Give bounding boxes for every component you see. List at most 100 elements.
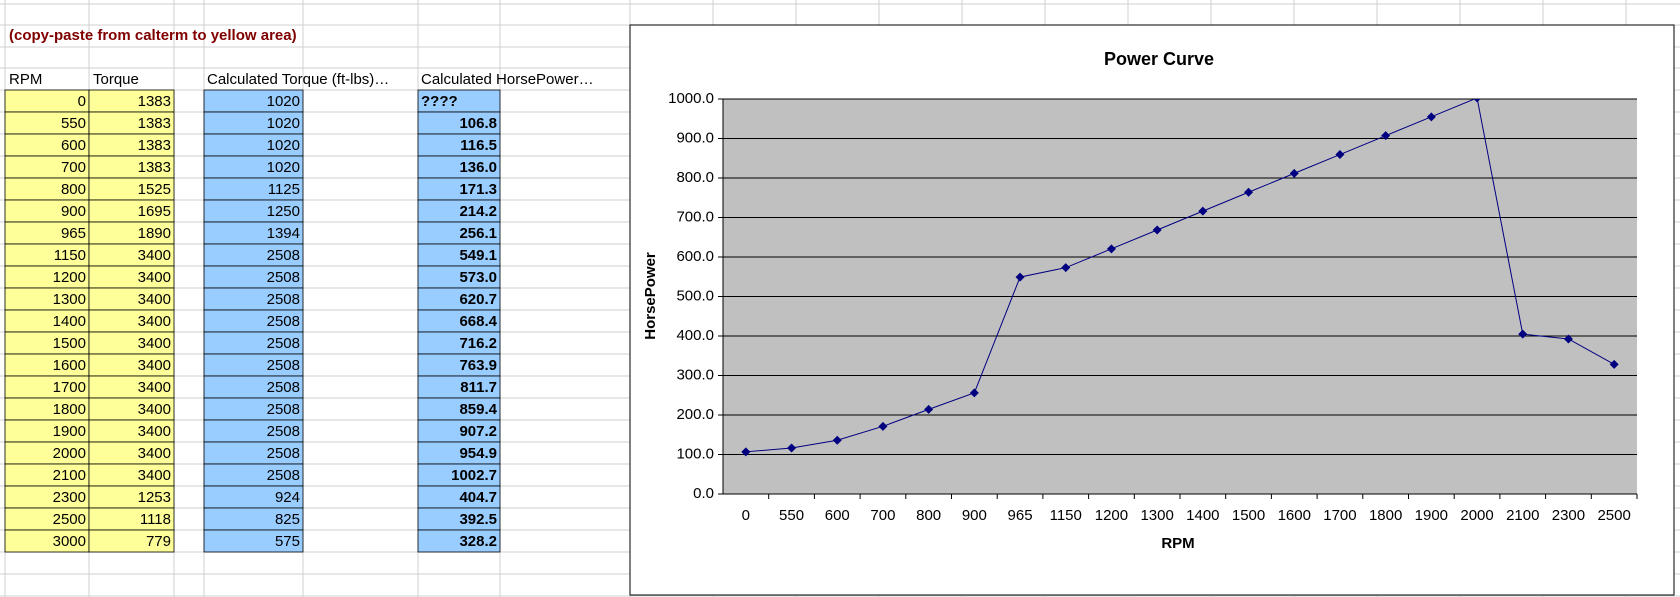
cell-text: 700 bbox=[61, 159, 86, 176]
x-tick-label: 600 bbox=[825, 507, 850, 524]
cell-text: 1500 bbox=[53, 335, 86, 352]
x-tick-label: 1200 bbox=[1095, 507, 1128, 524]
cell-text: 1383 bbox=[138, 93, 171, 110]
y-tick-label: 500.0 bbox=[676, 287, 714, 304]
cell-text: 1020 bbox=[267, 159, 300, 176]
cell-text: 2500 bbox=[53, 511, 86, 528]
x-tick-label: 965 bbox=[1008, 507, 1033, 524]
x-tick-label: 900 bbox=[962, 507, 987, 524]
x-tick-label: 1400 bbox=[1186, 507, 1219, 524]
cell-text: 1394 bbox=[267, 225, 300, 242]
x-tick-label: 1300 bbox=[1140, 507, 1173, 524]
cell-text: 825 bbox=[275, 511, 300, 528]
cell-text: 2508 bbox=[267, 467, 300, 484]
cell-text: 924 bbox=[275, 489, 300, 506]
cell bbox=[4, 89, 90, 113]
cell-text: 256.1 bbox=[459, 225, 497, 242]
cell-text: 2508 bbox=[267, 357, 300, 374]
cell-text: 549.1 bbox=[459, 247, 497, 264]
data-point bbox=[1381, 131, 1391, 141]
y-tick-label: 900.0 bbox=[676, 129, 714, 146]
cell-text: 2508 bbox=[267, 445, 300, 462]
data-point bbox=[1473, 99, 1481, 103]
cell-text: 3400 bbox=[138, 401, 171, 418]
x-tick-label: 2000 bbox=[1460, 507, 1493, 524]
x-tick-label: 1800 bbox=[1369, 507, 1402, 524]
y-tick-label: 0.0 bbox=[693, 485, 714, 502]
cell-text: 1525 bbox=[138, 181, 171, 198]
cell-text: 1125 bbox=[268, 181, 300, 198]
cell-text: 3400 bbox=[138, 291, 171, 308]
cell-text: 136.0 bbox=[459, 159, 497, 176]
cell-text: 2508 bbox=[267, 379, 300, 396]
cell-text: 1400 bbox=[53, 313, 86, 330]
data-point bbox=[969, 388, 979, 398]
cell-text: ???? bbox=[421, 93, 458, 110]
cell-text: 573.0 bbox=[459, 269, 497, 286]
cell-text: 811.7 bbox=[460, 379, 497, 396]
cell-text: 1695 bbox=[138, 203, 171, 220]
x-axis-label: RPM bbox=[1161, 535, 1194, 552]
cell-text: 1800 bbox=[53, 401, 86, 418]
cell-text: 1383 bbox=[138, 115, 171, 132]
data-point bbox=[1061, 263, 1071, 273]
cell-text: 954.9 bbox=[459, 445, 497, 462]
cell-text: 900 bbox=[61, 203, 86, 220]
y-tick-label: 300.0 bbox=[676, 366, 714, 383]
cell-text: 116.5 bbox=[460, 137, 497, 154]
data-point bbox=[1015, 272, 1025, 282]
cell-text: 2300 bbox=[53, 489, 86, 506]
cell-text: 1150 bbox=[54, 247, 86, 264]
data-point bbox=[1609, 359, 1619, 369]
cell-text: 907.2 bbox=[459, 423, 497, 440]
note: (copy-paste from calterm to yellow area) bbox=[9, 27, 297, 44]
data-point bbox=[1518, 329, 1528, 339]
cell-text: 1383 bbox=[138, 159, 171, 176]
cell-text: 716.2 bbox=[459, 335, 497, 352]
cell-text: 3400 bbox=[138, 269, 171, 286]
cell-text: 668.4 bbox=[459, 313, 497, 330]
cell-text: 620.7 bbox=[459, 291, 497, 308]
cell-text: 1250 bbox=[267, 203, 300, 220]
chart-title: Power Curve bbox=[1104, 49, 1214, 69]
data-point bbox=[787, 443, 797, 453]
cell-text: 2508 bbox=[267, 423, 300, 440]
cell-text: 392.5 bbox=[459, 511, 497, 528]
cell-text: 779 bbox=[146, 533, 171, 550]
cell-text: 1300 bbox=[53, 291, 86, 308]
y-tick-label: 400.0 bbox=[676, 327, 714, 344]
x-tick-label: 2100 bbox=[1506, 507, 1539, 524]
y-tick-label: 100.0 bbox=[676, 445, 714, 462]
cell-text: 2100 bbox=[53, 467, 86, 484]
column-header: RPM bbox=[9, 71, 42, 88]
x-tick-label: 0 bbox=[742, 507, 750, 524]
cell-text: 965 bbox=[61, 225, 86, 242]
x-tick-label: 2500 bbox=[1597, 507, 1630, 524]
x-tick-label: 700 bbox=[870, 507, 895, 524]
cell-text: 3400 bbox=[138, 467, 171, 484]
cell-text: 3400 bbox=[138, 335, 171, 352]
cell-text: 3400 bbox=[138, 247, 171, 264]
cell-text: 3400 bbox=[138, 379, 171, 396]
cell-text: 214.2 bbox=[459, 203, 497, 220]
cell-text: 2508 bbox=[267, 247, 300, 264]
data-point bbox=[1563, 334, 1573, 344]
cell-text: 1002.7 bbox=[451, 467, 497, 484]
cell-text: 0 bbox=[78, 93, 86, 110]
column-header: Calculated HorsePower… bbox=[421, 71, 594, 88]
cell-text: 328.2 bbox=[459, 533, 497, 550]
x-tick-label: 2300 bbox=[1552, 507, 1585, 524]
cell-text: 1020 bbox=[267, 137, 300, 154]
cell-text: 2508 bbox=[267, 291, 300, 308]
y-tick-label: 600.0 bbox=[676, 248, 714, 265]
data-point bbox=[924, 404, 934, 414]
cell-text: 3000 bbox=[53, 533, 86, 550]
x-tick-label: 1600 bbox=[1278, 507, 1311, 524]
data-point bbox=[741, 447, 751, 457]
cell-text: 1020 bbox=[267, 115, 300, 132]
data-point bbox=[1244, 187, 1254, 197]
cell-text: 1253 bbox=[138, 489, 171, 506]
data-point bbox=[1198, 206, 1208, 216]
data-point bbox=[1335, 150, 1345, 160]
